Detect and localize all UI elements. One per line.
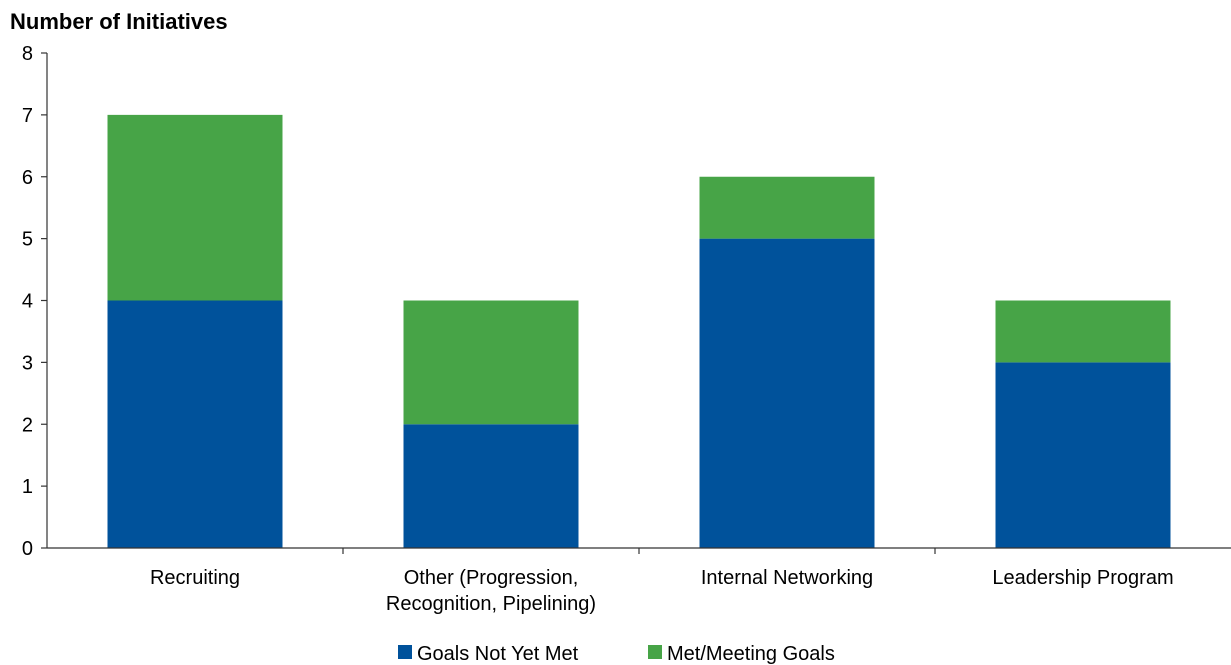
y-tick-label: 5: [22, 229, 33, 251]
y-tick-label: 7: [22, 105, 33, 127]
bar-goals-not-yet-met: [403, 424, 579, 548]
x-category-label: Other (Progression,: [404, 567, 579, 589]
x-category-label: Internal Networking: [701, 567, 873, 589]
y-tick-label: 8: [22, 43, 33, 65]
axes: [46, 53, 1231, 554]
bar-met-meeting-goals: [403, 300, 579, 425]
x-category-label: Recognition, Pipelining): [386, 593, 596, 615]
y-axis-title: Number of Initiatives: [10, 9, 228, 34]
legend-label: Met/Meeting Goals: [667, 643, 835, 665]
x-category-label: Recruiting: [150, 567, 240, 589]
bar-goals-not-yet-met: [995, 362, 1171, 548]
bar-goals-not-yet-met: [107, 300, 283, 548]
y-tick-label: 6: [22, 167, 33, 189]
bar-goals-not-yet-met: [699, 238, 875, 548]
x-category-label: Leadership Program: [992, 567, 1173, 589]
bar-met-meeting-goals: [995, 300, 1171, 363]
bars: [107, 114, 1171, 548]
y-tick-label: 4: [22, 291, 33, 313]
y-tick-label: 2: [22, 414, 33, 436]
y-tick-label: 3: [22, 352, 33, 374]
y-axis-ticks: 0 1 2 3 4 5 6 7 8: [22, 43, 47, 560]
bar-met-meeting-goals: [699, 176, 875, 239]
legend-label: Goals Not Yet Met: [417, 643, 579, 665]
y-tick-label: 0: [22, 538, 33, 560]
legend-swatch: [648, 645, 662, 659]
category-labels: Recruiting Other (Progression, Recognition…: [150, 567, 1174, 615]
legend-swatch: [398, 645, 412, 659]
y-tick-label: 1: [22, 476, 33, 498]
legend: Goals Not Yet Met Met/Meeting Goals: [398, 643, 835, 665]
bar-met-meeting-goals: [107, 114, 283, 301]
